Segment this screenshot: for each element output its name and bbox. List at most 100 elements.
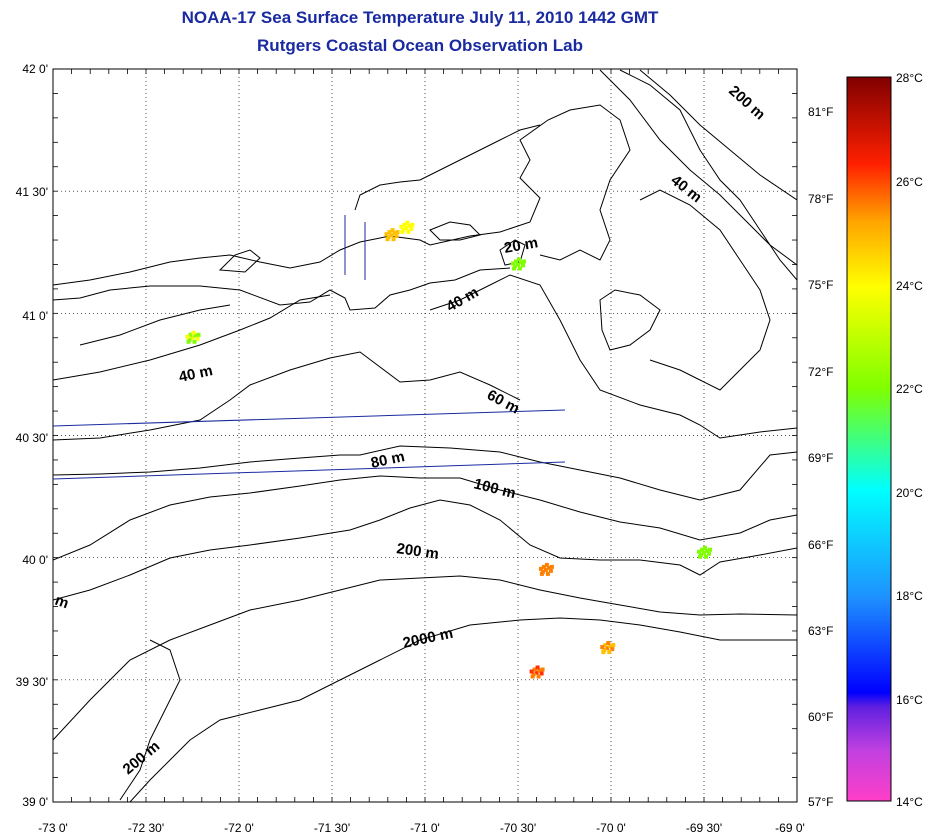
- sst-pixel: [541, 564, 546, 569]
- sst-pixel: [530, 674, 535, 679]
- contour-2000m: [53, 575, 797, 741]
- sst-patch: [511, 257, 526, 271]
- coastline: [599, 289, 661, 351]
- celsius-tick-label: 24°C: [896, 279, 923, 293]
- lat-tick-labels: 42 0' 41 30' 41 0' 40 30' 40 0' 39 30' 3…: [16, 62, 48, 809]
- sst-pixel: [534, 670, 539, 675]
- contour-200m: [53, 499, 797, 601]
- fahrenheit-tick-label: 78°F: [808, 192, 833, 206]
- sst-pixel: [185, 334, 190, 339]
- sst-pixel: [196, 332, 201, 337]
- sst-pixel: [511, 261, 515, 266]
- sst-pixel: [193, 333, 198, 338]
- lat-tick-label: 39 30': [16, 675, 48, 689]
- contour-40m: [599, 69, 797, 266]
- coastline: [354, 124, 541, 211]
- sst-pixel: [195, 336, 200, 341]
- sst-pixel: [192, 339, 197, 344]
- lon-tick-label: -71 30': [314, 821, 350, 835]
- sst-pixel: [610, 647, 615, 652]
- track-line: [53, 461, 566, 480]
- sst-pixel: [405, 220, 410, 225]
- sst-pixel: [603, 643, 608, 648]
- sst-pixel: [191, 330, 196, 335]
- graticule: [52, 68, 798, 803]
- sst-patch: [697, 545, 712, 559]
- sst-pixel: [395, 230, 400, 235]
- sst-pixel: [186, 339, 191, 344]
- sst-pixel: [697, 549, 701, 554]
- contour-40m: [429, 274, 797, 439]
- contour-40m: [53, 294, 331, 381]
- sst-pixel: [544, 562, 549, 567]
- lat-tick-label: 42 0': [22, 62, 48, 76]
- contour-label: 20 m: [503, 234, 540, 257]
- chart-subtitle: Rutgers Coastal Ocean Observation Lab: [257, 36, 583, 55]
- sst-patch: [185, 330, 201, 344]
- sst-pixel: [605, 646, 610, 651]
- sst-pixel: [512, 266, 516, 271]
- sst-pixel: [601, 650, 606, 655]
- fahrenheit-tick-label: 75°F: [808, 278, 833, 292]
- lon-tick-label: -73 0': [38, 821, 68, 835]
- fahrenheit-tick-label: 63°F: [808, 624, 833, 638]
- sst-pixel: [539, 571, 544, 576]
- celsius-tick-labels: 28°C 26°C 24°C 22°C 20°C 18°C 16°C 14°C: [896, 71, 923, 809]
- sst-pixel: [400, 229, 405, 234]
- lon-tick-label: -70 0': [596, 821, 626, 835]
- sst-pixel: [703, 545, 707, 550]
- bathymetry-contours: [53, 69, 797, 802]
- celsius-tick-label: 18°C: [896, 589, 923, 603]
- sst-pixel: [399, 224, 404, 229]
- sst-colorbar: [846, 76, 892, 802]
- coastline: [53, 267, 511, 311]
- celsius-tick-label: 20°C: [896, 486, 923, 500]
- contour-200m: [129, 617, 797, 802]
- sst-pixel: [514, 259, 518, 264]
- satellite-tracks: [53, 215, 566, 480]
- sst-pixel: [606, 641, 611, 646]
- celsius-tick-label: 28°C: [896, 71, 923, 85]
- sst-pixel: [402, 222, 407, 227]
- contour-20m: [79, 304, 231, 346]
- sst-pixel: [704, 554, 708, 559]
- coastline: [639, 189, 771, 391]
- contour-label: 40 m: [177, 362, 214, 386]
- sst-pixel: [708, 547, 712, 552]
- sst-pixel: [539, 671, 544, 676]
- lon-tick-label: -69 0': [775, 821, 805, 835]
- sst-pixel: [545, 571, 550, 576]
- sst-pixel: [404, 225, 409, 230]
- celsius-tick-label: 26°C: [896, 175, 923, 189]
- lon-tick-label: -72 0': [224, 821, 254, 835]
- sst-pixel: [529, 669, 534, 674]
- sst-pixel: [698, 554, 702, 559]
- celsius-tick-label: 14°C: [896, 795, 923, 809]
- sst-pixel: [517, 257, 521, 262]
- contour-label: 80 m: [369, 448, 406, 472]
- coastline: [499, 239, 526, 266]
- sst-pixel: [391, 237, 396, 242]
- lon-tick-label: -70 30': [500, 821, 536, 835]
- coastline: [218, 249, 261, 273]
- sst-pixel: [385, 237, 390, 242]
- fahrenheit-tick-label: 81°F: [808, 105, 833, 119]
- lon-tick-label: -71 0': [410, 821, 440, 835]
- lat-tick-label: 39 0': [22, 795, 48, 809]
- contour-200m: [119, 639, 181, 801]
- sst-pixel: [522, 259, 526, 264]
- sst-pixel: [406, 229, 411, 234]
- sst-pixel: [389, 233, 394, 238]
- sst-pixel: [607, 650, 612, 655]
- sst-pixel: [540, 667, 545, 672]
- celsius-tick-label: 16°C: [896, 693, 923, 707]
- sst-pixel: [392, 231, 397, 236]
- sst-pixel: [390, 228, 395, 233]
- sst-pixel: [516, 262, 520, 267]
- sst-patch: [538, 562, 554, 576]
- sst-patch: [529, 665, 545, 679]
- sst-pixel: [537, 668, 542, 673]
- fahrenheit-tick-label: 57°F: [808, 795, 833, 809]
- chart-title: NOAA-17 Sea Surface Temperature July 11,…: [181, 8, 659, 27]
